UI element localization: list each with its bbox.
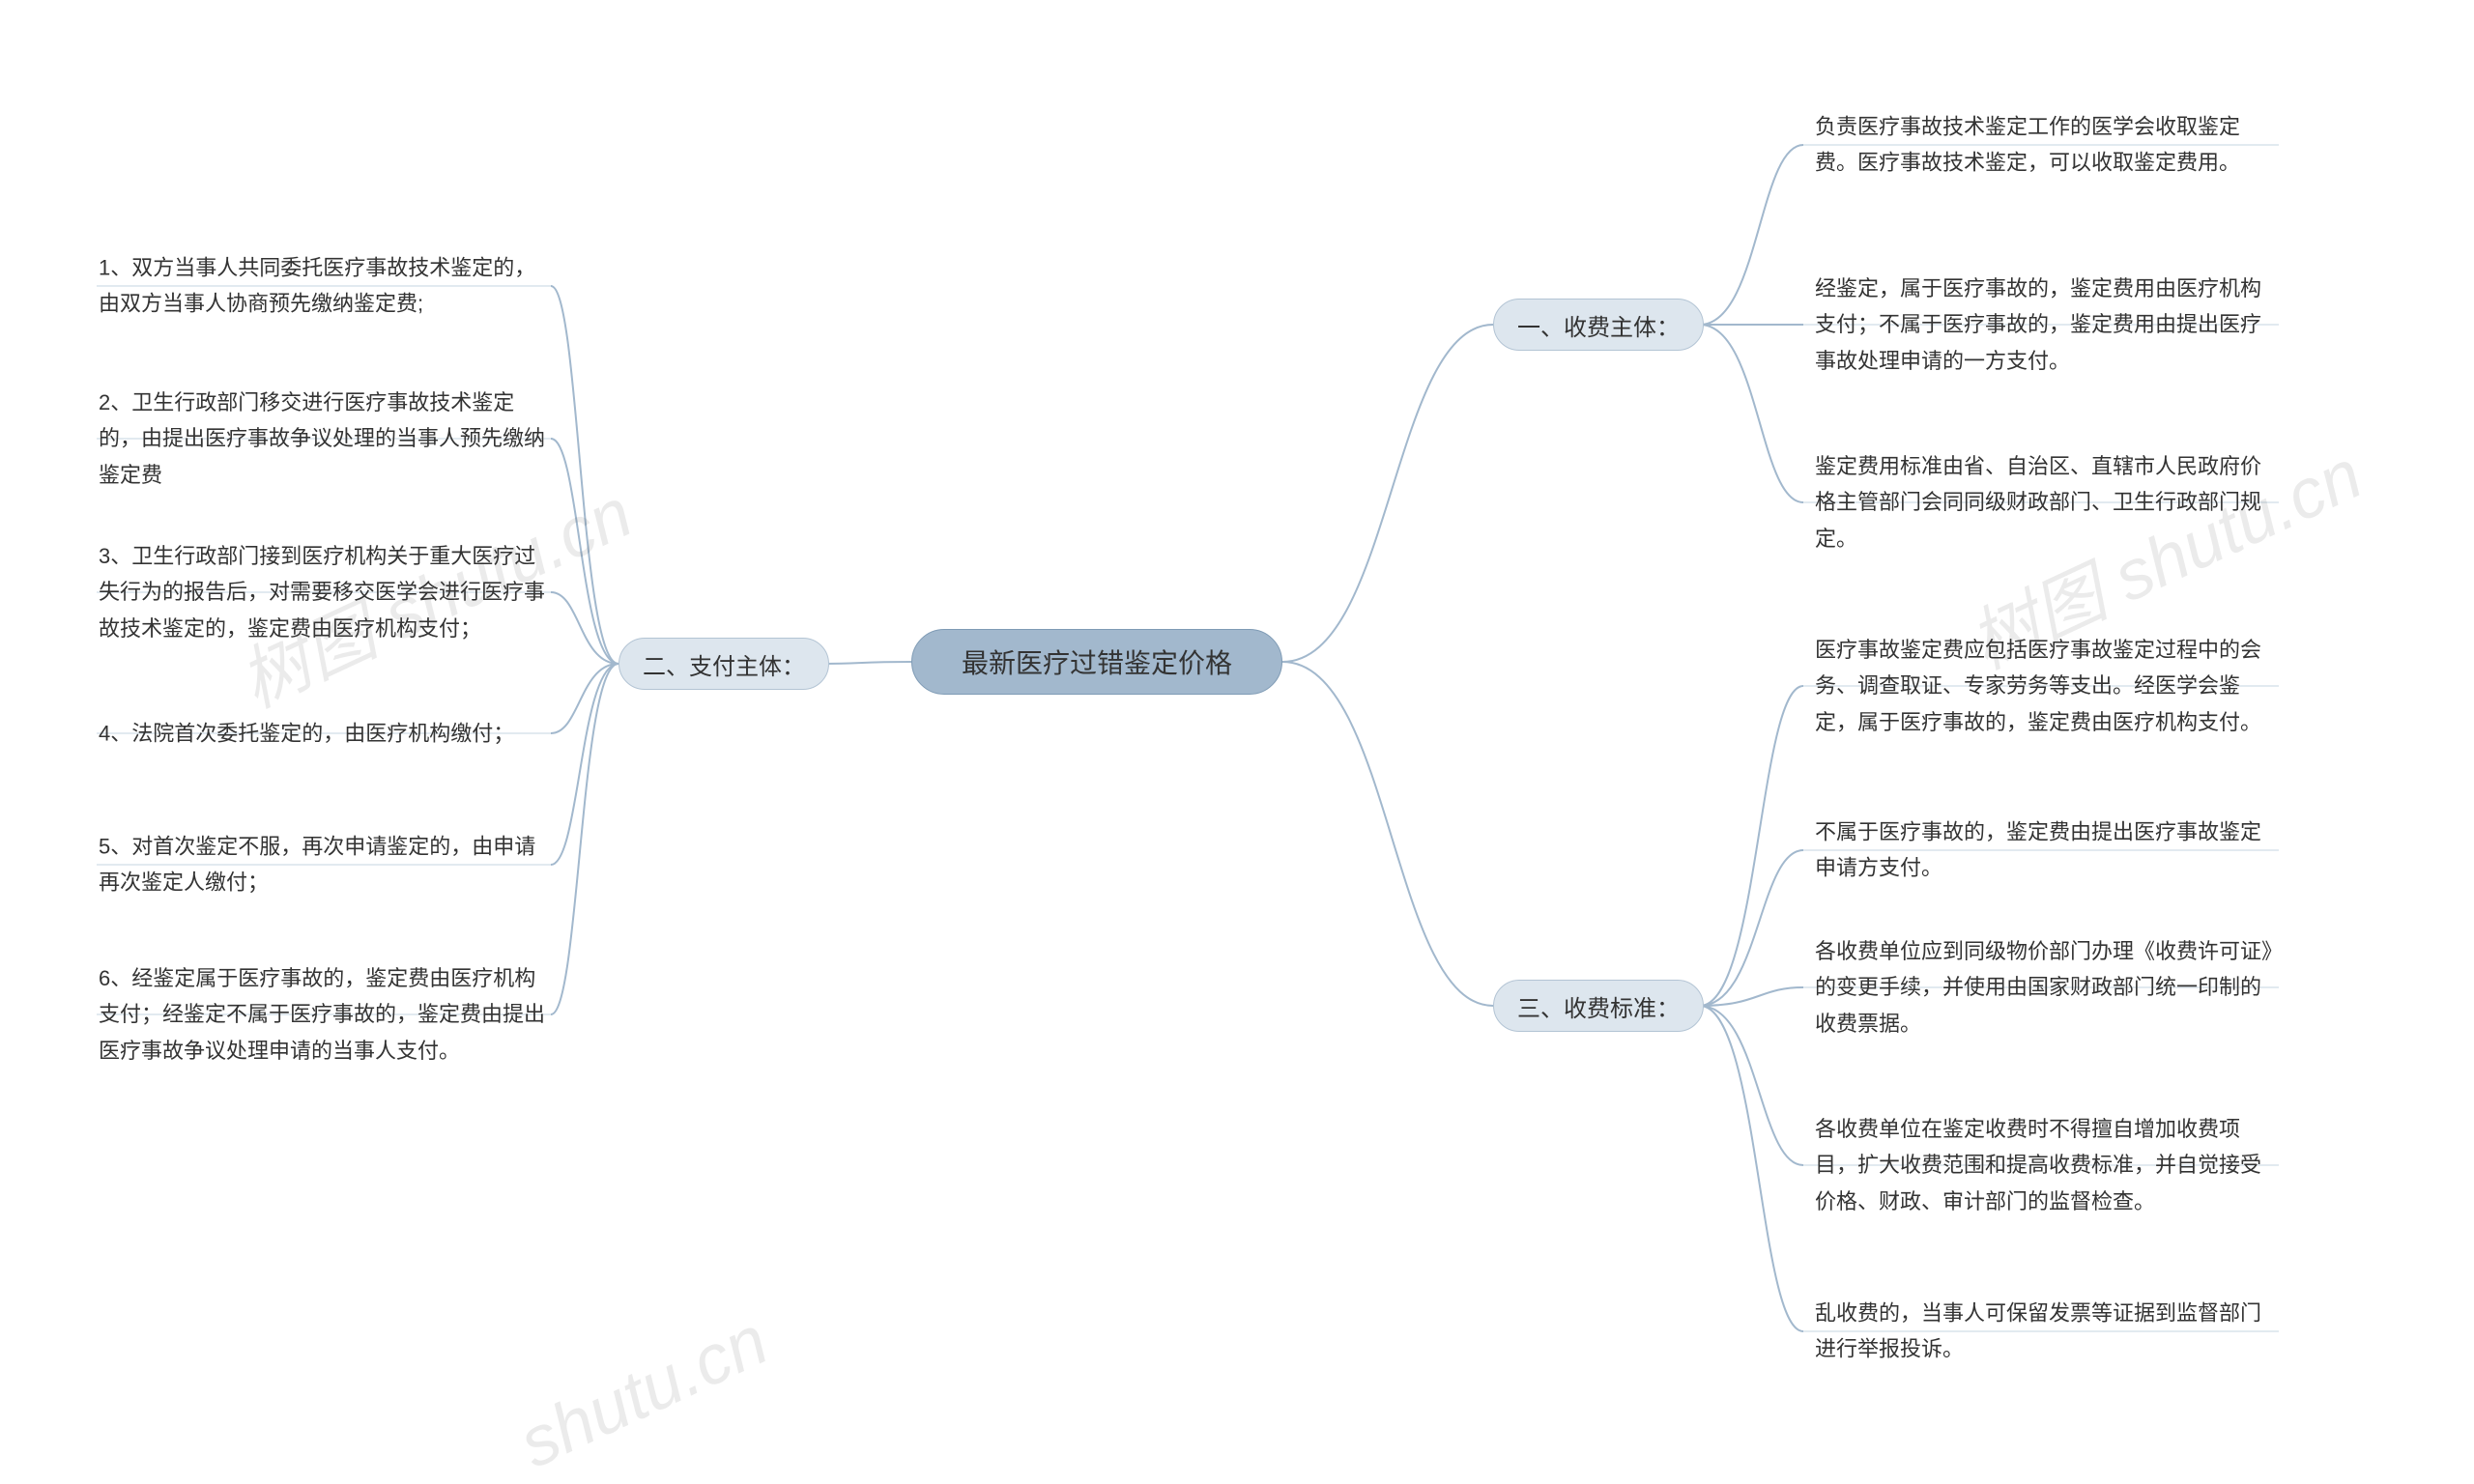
leaf-node[interactable]: 不属于医疗事故的，鉴定费由提出医疗事故鉴定申请方支付。 <box>1815 814 2279 887</box>
branch-node-2[interactable]: 二、支付主体： <box>618 638 829 690</box>
watermark: shutu.cn <box>507 1300 779 1483</box>
leaf-node[interactable]: 6、经鉴定属于医疗事故的，鉴定费由医疗机构支付；经鉴定不属于医疗事故的，鉴定费由… <box>99 960 551 1069</box>
leaf-node[interactable]: 鉴定费用标准由省、自治区、直辖市人民政府价格主管部门会同同级财政部门、卫生行政部… <box>1815 448 2279 556</box>
leaf-node[interactable]: 负责医疗事故技术鉴定工作的医学会收取鉴定费。医疗事故技术鉴定，可以收取鉴定费用。 <box>1815 109 2279 182</box>
leaf-node[interactable]: 1、双方当事人共同委托医疗事故技术鉴定的，由双方当事人协商预先缴纳鉴定费; <box>99 250 551 323</box>
leaf-node[interactable]: 2、卫生行政部门移交进行医疗事故技术鉴定的，由提出医疗事故争议处理的当事人预先缴… <box>99 385 551 493</box>
leaf-node[interactable]: 3、卫生行政部门接到医疗机构关于重大医疗过失行为的报告后，对需要移交医学会进行医… <box>99 538 551 646</box>
leaf-node[interactable]: 乱收费的，当事人可保留发票等证据到监督部门进行举报投诉。 <box>1815 1296 2279 1368</box>
leaf-node[interactable]: 各收费单位应到同级物价部门办理《收费许可证》的变更手续，并使用由国家财政部门统一… <box>1815 933 2279 1042</box>
leaf-node[interactable]: 经鉴定，属于医疗事故的，鉴定费用由医疗机构支付；不属于医疗事故的，鉴定费用由提出… <box>1815 271 2279 379</box>
leaf-node[interactable]: 4、法院首次委托鉴定的，由医疗机构缴付； <box>99 715 514 751</box>
leaf-node[interactable]: 各收费单位在鉴定收费时不得擅自增加收费项目，扩大收费范围和提高收费标准，并自觉接… <box>1815 1111 2279 1219</box>
leaf-node[interactable]: 医疗事故鉴定费应包括医疗事故鉴定过程中的会务、调查取证、专家劳务等支出。经医学会… <box>1815 632 2279 740</box>
mindmap-canvas: 树图 shutu.cn 树图 shutu.cn shutu.cn 最新医疗过错鉴… <box>0 0 2474 1435</box>
branch-node-1[interactable]: 一、收费主体： <box>1493 299 1704 351</box>
center-node[interactable]: 最新医疗过错鉴定价格 <box>911 629 1282 695</box>
branch-node-3[interactable]: 三、收费标准： <box>1493 980 1704 1032</box>
leaf-node[interactable]: 5、对首次鉴定不服，再次申请鉴定的，由申请再次鉴定人缴付； <box>99 829 551 901</box>
